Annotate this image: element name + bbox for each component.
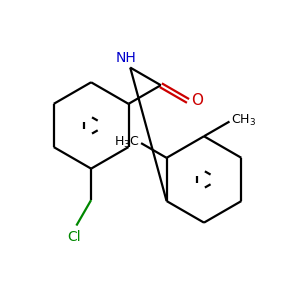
Text: NH: NH	[116, 51, 137, 64]
Text: CH$_3$: CH$_3$	[231, 113, 256, 128]
Text: H$_3$C: H$_3$C	[114, 135, 139, 150]
Text: Cl: Cl	[68, 230, 81, 244]
Text: O: O	[191, 93, 203, 108]
